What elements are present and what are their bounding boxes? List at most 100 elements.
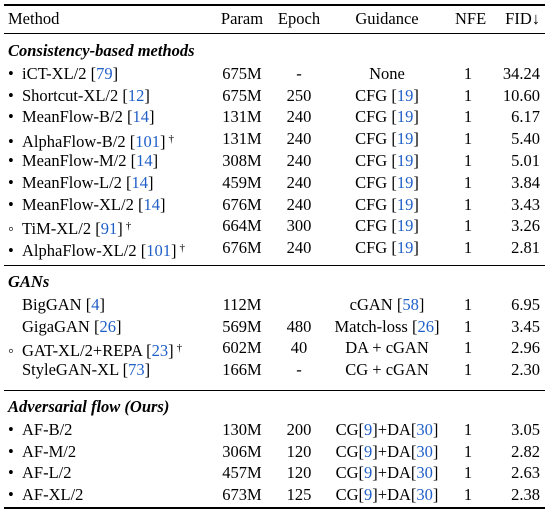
nfe-cell: 1 (463, 360, 473, 380)
param-cell: 676M (222, 238, 262, 258)
table-row: • AF-M/2 306M 120 CG[9]+DA[30] 1 2.82 (0, 441, 549, 463)
fid-cell: 3.45 (511, 316, 540, 336)
fid-cell: 3.26 (511, 216, 540, 236)
nfe-cell: 1 (463, 485, 473, 505)
citation-ref: 101 (146, 241, 171, 261)
guidance-ref2: 30 (416, 463, 433, 483)
table-row: • MeanFlow-L/2 [14] 459M 240 CFG [19] 1 3.84 (0, 172, 549, 194)
nfe-cell: 1 (463, 151, 473, 170)
guidance-text: DA + cGAN (345, 338, 429, 358)
guidance-cell: DA + cGAN (326, 337, 448, 359)
guidance-cell: CFG [19] (355, 216, 419, 236)
method-cell: GigaGAN [26] (22, 316, 122, 336)
method-name: AF-M/2 (22, 441, 77, 461)
table-row: • MeanFlow-XL/2 [14] 676M 240 CFG [19] 1 3.43 (0, 194, 549, 216)
param-cell: 676M (222, 194, 262, 214)
section-title: GANs (8, 272, 50, 291)
row-marker: • (8, 172, 14, 192)
citation-ref: 26 (99, 316, 116, 336)
guidance-ref: 19 (396, 151, 414, 170)
fid-cell: 2.30 (511, 360, 540, 380)
row-marker: ◦ (8, 219, 14, 239)
epoch-cell: 240 (286, 107, 312, 127)
guidance-mid: ]+DA[ (372, 463, 417, 483)
table-row: • MeanFlow-M/2 [14] 308M 240 CFG [19] 1 5.01 (0, 150, 549, 172)
table-row: • AF-B/2 130M 200 CG[9]+DA[30] 1 3.05 (0, 419, 549, 441)
fid-cell: 2.38 (511, 485, 540, 505)
epoch-cell: 200 (286, 419, 312, 439)
guidance-cell: cGAN [58] (349, 294, 425, 314)
fid-cell: 6.17 (511, 107, 540, 127)
epoch-cell: 120 (286, 463, 312, 483)
guidance-ref: 9 (364, 463, 373, 483)
row-marker: • (8, 132, 14, 152)
guidance-cell: CG[9]+DA[30] (326, 462, 448, 484)
row-marker: ◦ (8, 341, 14, 361)
method-cell: • AlphaFlow-B/2 [101] † (8, 132, 174, 152)
row-marker: • (8, 419, 14, 439)
citation-ref: 4 (91, 294, 100, 314)
table-row: ◦ GAT-XL/2+REPA [23] † 602M 40 DA + cGAN 1 2.96 (0, 337, 549, 361)
section-rule (4, 265, 545, 266)
nfe-cell: 1 (463, 238, 473, 258)
param-cell: 112M (222, 294, 262, 314)
row-marker: • (8, 463, 14, 483)
table-row: • AF-L/2 457M 120 CG[9]+DA[30] 1 2.63 (0, 462, 549, 484)
guidance-cell: Match-loss [26] (334, 316, 440, 336)
method-cell: • MeanFlow-XL/2 [14] (8, 194, 166, 214)
table-row: • AF-XL/2 673M 125 CG[9]+DA[30] 1 2.38 (0, 484, 549, 506)
guidance-text: CG[ (335, 485, 365, 505)
guidance-text: CFG (355, 151, 392, 170)
method-name: MeanFlow-M/2 (22, 151, 127, 170)
method-cell: BigGAN [4] (22, 294, 105, 314)
guidance-ref: 9 (364, 485, 373, 505)
guidance-cell: CFG [19] (355, 151, 419, 170)
citation-ref: 14 (131, 172, 149, 192)
param-cell: 308M (222, 151, 262, 170)
fid-cell: 5.40 (511, 129, 540, 149)
fid-cell: 5.01 (511, 151, 540, 170)
param-cell: 675M (222, 63, 262, 83)
table-row: GigaGAN [26] 569M 480 Match-loss [26] 1 3.45 (0, 316, 549, 338)
fid-cell: 2.82 (511, 441, 540, 461)
epoch-cell: - (296, 360, 302, 380)
method-name: AF-XL/2 (22, 485, 84, 505)
method-name: Shortcut-XL/2 (22, 85, 119, 105)
epoch-cell: 240 (286, 129, 312, 149)
epoch-cell: 250 (286, 85, 312, 105)
epoch-cell: 240 (286, 172, 312, 192)
param-cell: 130M (222, 419, 262, 439)
nfe-cell: 1 (463, 194, 473, 214)
guidance-cell: CG[9]+DA[30] (326, 484, 448, 506)
guidance-post: ] (432, 485, 439, 505)
guidance-ref: 9 (364, 441, 373, 461)
dagger-mark: † (168, 133, 174, 146)
guidance-text: CFG (355, 85, 392, 105)
table-row: • AlphaFlow-XL/2 [101] † 676M 240 CFG [19] 1 2.… (0, 237, 549, 261)
row-marker: • (8, 151, 14, 170)
param-cell: 664M (222, 216, 262, 236)
section-rule (4, 390, 545, 391)
epoch-cell: 240 (286, 194, 312, 214)
header-method: Method (8, 9, 60, 28)
nfe-cell: 1 (463, 216, 473, 236)
guidance-ref2: 30 (416, 419, 433, 439)
table-row: BigGAN [4] 112M cGAN [58] 1 6.95 (0, 294, 549, 316)
guidance-cell: None (326, 63, 448, 85)
method-name: AlphaFlow-XL/2 (22, 241, 137, 261)
guidance-cell: CFG [19] (355, 107, 419, 127)
param-cell: 675M (222, 85, 262, 105)
citation-ref: 91 (100, 219, 118, 239)
guidance-text: CG[ (335, 441, 365, 461)
fid-cell: 34.24 (502, 63, 540, 83)
guidance-text: CG[ (335, 419, 365, 439)
section-title: Consistency-based methods (8, 41, 195, 60)
guidance-text: CFG (355, 172, 392, 192)
header-param: Param (220, 9, 264, 28)
guidance-ref: 26 (417, 316, 434, 336)
guidance-text: CG[ (335, 463, 365, 483)
method-name: BigGAN (22, 294, 82, 314)
row-marker: • (8, 63, 14, 83)
guidance-ref: 19 (396, 194, 414, 214)
param-cell: 457M (222, 463, 262, 483)
